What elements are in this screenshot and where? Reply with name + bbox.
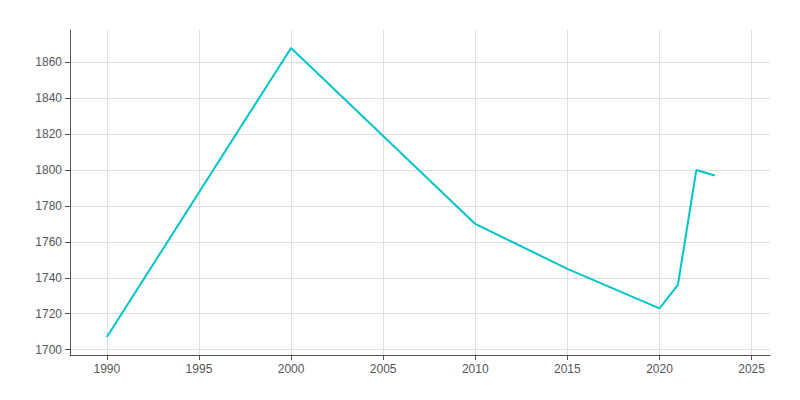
svg-text:2005: 2005	[370, 362, 397, 376]
svg-text:1990: 1990	[93, 362, 120, 376]
svg-text:1760: 1760	[35, 235, 62, 249]
svg-text:2000: 2000	[278, 362, 305, 376]
svg-text:2015: 2015	[554, 362, 581, 376]
svg-text:2010: 2010	[462, 362, 489, 376]
svg-text:1700: 1700	[35, 343, 62, 357]
svg-text:1820: 1820	[35, 127, 62, 141]
svg-text:2020: 2020	[646, 362, 673, 376]
svg-text:1860: 1860	[35, 55, 62, 69]
svg-text:1780: 1780	[35, 199, 62, 213]
svg-text:1800: 1800	[35, 163, 62, 177]
svg-text:2025: 2025	[738, 362, 765, 376]
svg-text:1720: 1720	[35, 307, 62, 321]
svg-text:1740: 1740	[35, 271, 62, 285]
svg-text:1995: 1995	[186, 362, 213, 376]
svg-text:1840: 1840	[35, 91, 62, 105]
